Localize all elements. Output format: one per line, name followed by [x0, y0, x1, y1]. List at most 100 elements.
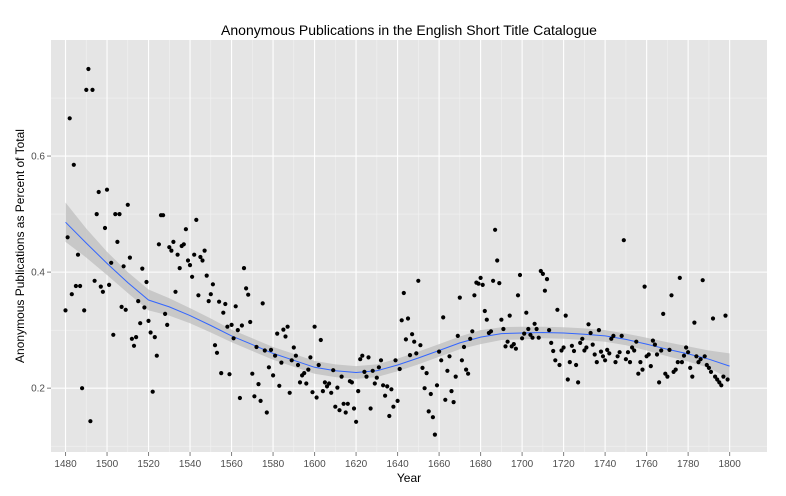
x-tick-label: 1800 [719, 459, 742, 470]
data-point [461, 344, 467, 350]
data-point [484, 317, 489, 322]
data-point [378, 358, 384, 363]
data-point [395, 398, 400, 403]
data-point [468, 336, 473, 341]
data-point [642, 284, 647, 289]
data-point [289, 358, 294, 363]
data-point [295, 362, 301, 368]
data-point [364, 374, 369, 379]
data-point [613, 360, 618, 365]
data-point [252, 394, 257, 399]
data-point [663, 371, 668, 376]
x-tick-label: 1640 [386, 459, 409, 470]
data-point [297, 380, 303, 385]
data-point [497, 281, 502, 286]
data-point [96, 189, 101, 195]
data-point [441, 315, 446, 320]
data-point [90, 87, 95, 92]
data-point [308, 355, 313, 360]
data-point [285, 324, 290, 329]
data-point [194, 217, 199, 222]
data-point [453, 374, 458, 379]
data-point [161, 213, 166, 218]
data-point [312, 324, 317, 329]
data-point [627, 360, 633, 365]
data-point [565, 377, 570, 382]
data-point [495, 258, 500, 263]
data-point [227, 372, 232, 377]
data-point [138, 321, 143, 326]
data-point [470, 329, 475, 334]
data-point [466, 371, 471, 376]
data-point [447, 354, 452, 359]
data-point [208, 292, 213, 297]
data-point [248, 319, 253, 325]
data-point [140, 266, 145, 271]
data-point [434, 383, 440, 388]
data-point [501, 326, 506, 332]
data-point [316, 362, 321, 368]
data-point [580, 336, 585, 341]
data-point [621, 238, 626, 243]
y-axis-title: Anonymous Publications as Percent of Tot… [13, 129, 27, 363]
data-point [713, 374, 718, 379]
data-point [185, 258, 191, 263]
data-point [167, 245, 172, 250]
data-point [657, 380, 662, 385]
data-point [476, 281, 481, 286]
data-point [192, 252, 197, 257]
data-point [75, 252, 81, 257]
data-point [202, 248, 207, 253]
data-point [198, 254, 203, 260]
data-point [515, 293, 521, 298]
data-point [366, 355, 371, 360]
data-point [708, 369, 714, 374]
data-point [320, 389, 325, 394]
data-point [341, 401, 346, 406]
data-point [358, 357, 363, 362]
data-point [343, 410, 348, 415]
data-point [281, 327, 286, 332]
data-point [337, 408, 342, 413]
data-point [571, 348, 577, 354]
x-axis-ticks: 1480 1500 1520 1540 1560 1580 1600 1620 1640 1660… [54, 452, 741, 470]
data-point [567, 360, 572, 365]
data-point [538, 268, 543, 274]
data-point [451, 400, 456, 405]
data-point [692, 320, 697, 325]
data-point [129, 336, 134, 341]
data-point [414, 351, 419, 356]
confidence-band [65, 202, 730, 379]
data-point [654, 352, 660, 357]
x-tick-label: 1740 [594, 459, 617, 470]
data-point [244, 286, 249, 291]
data-point [420, 365, 425, 370]
data-point [217, 299, 222, 304]
data-point [704, 362, 709, 368]
data-point [632, 348, 637, 353]
y-tick-label: 0.2 [31, 384, 45, 395]
data-point [424, 371, 429, 376]
x-tick-label: 1720 [552, 459, 575, 470]
data-point [235, 328, 240, 333]
data-point [619, 333, 624, 338]
data-point [439, 358, 444, 363]
data-point [368, 406, 373, 411]
data-point [372, 381, 377, 386]
data-point [625, 350, 631, 355]
data-point [273, 353, 278, 358]
data-point [271, 373, 276, 378]
data-point [652, 342, 658, 347]
data-point [532, 321, 537, 326]
data-point [175, 252, 180, 257]
data-point [241, 266, 247, 271]
data-point [107, 282, 112, 287]
data-point [333, 404, 338, 409]
data-point [354, 419, 359, 424]
data-point [634, 339, 639, 344]
data-point [246, 292, 251, 297]
data-point [457, 295, 462, 300]
data-point [696, 360, 701, 365]
data-point [387, 413, 392, 419]
data-point [665, 374, 670, 379]
